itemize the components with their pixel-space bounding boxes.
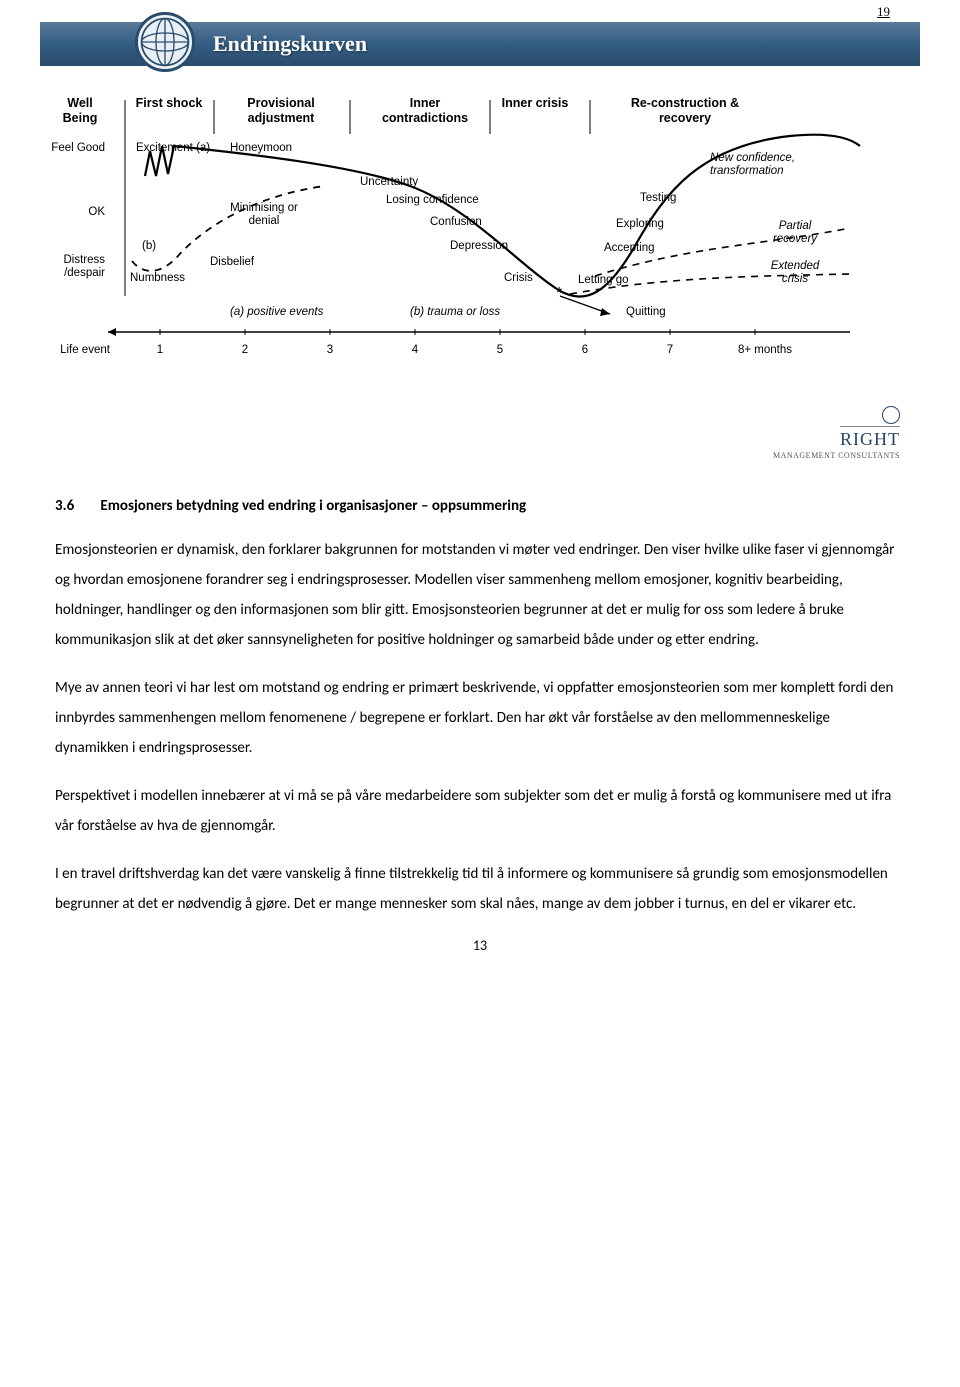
section-number: 3.6	[55, 491, 97, 521]
paragraph: Perspektivet i modellen innebærer at vi …	[55, 781, 905, 841]
x-tick: 1	[150, 344, 170, 356]
banner-title: Endringskurven	[213, 31, 367, 57]
page-number-top: 19	[0, 0, 960, 20]
x-tick: 7	[660, 344, 680, 356]
attribution: RIGHT MANAGEMENT CONSULTANTS	[0, 406, 900, 461]
x-tick: 2	[235, 344, 255, 356]
attr-brand: RIGHT	[840, 426, 900, 450]
change-curve-chart: Well Being First shock Provisional adjus…	[50, 96, 910, 396]
x-left-label: Life event	[50, 344, 120, 356]
globe-small-icon	[882, 406, 900, 424]
paragraph: Mye av annen teori vi har lest om motsta…	[55, 673, 905, 763]
x-tick: 5	[490, 344, 510, 356]
globe-icon	[135, 12, 195, 72]
paragraph: I en travel driftshverdag kan det være v…	[55, 859, 905, 919]
banner: Endringskurven	[40, 22, 920, 66]
attr-sub: MANAGEMENT CONSULTANTS	[773, 451, 900, 460]
x-tick: 6	[575, 344, 595, 356]
x-tick: 8+ months	[720, 344, 810, 356]
svg-text:*: *	[556, 285, 562, 302]
section-heading: 3.6 Emosjoners betydning ved endring i o…	[55, 491, 905, 521]
section-title: Emosjoners betydning ved endring i organ…	[100, 497, 526, 515]
page-number-bottom: 13	[0, 937, 960, 954]
x-tick: 4	[405, 344, 425, 356]
body-text: 3.6 Emosjoners betydning ved endring i o…	[55, 491, 905, 919]
paragraph: Emosjonsteorien er dynamisk, den forklar…	[55, 535, 905, 655]
x-tick: 3	[320, 344, 340, 356]
